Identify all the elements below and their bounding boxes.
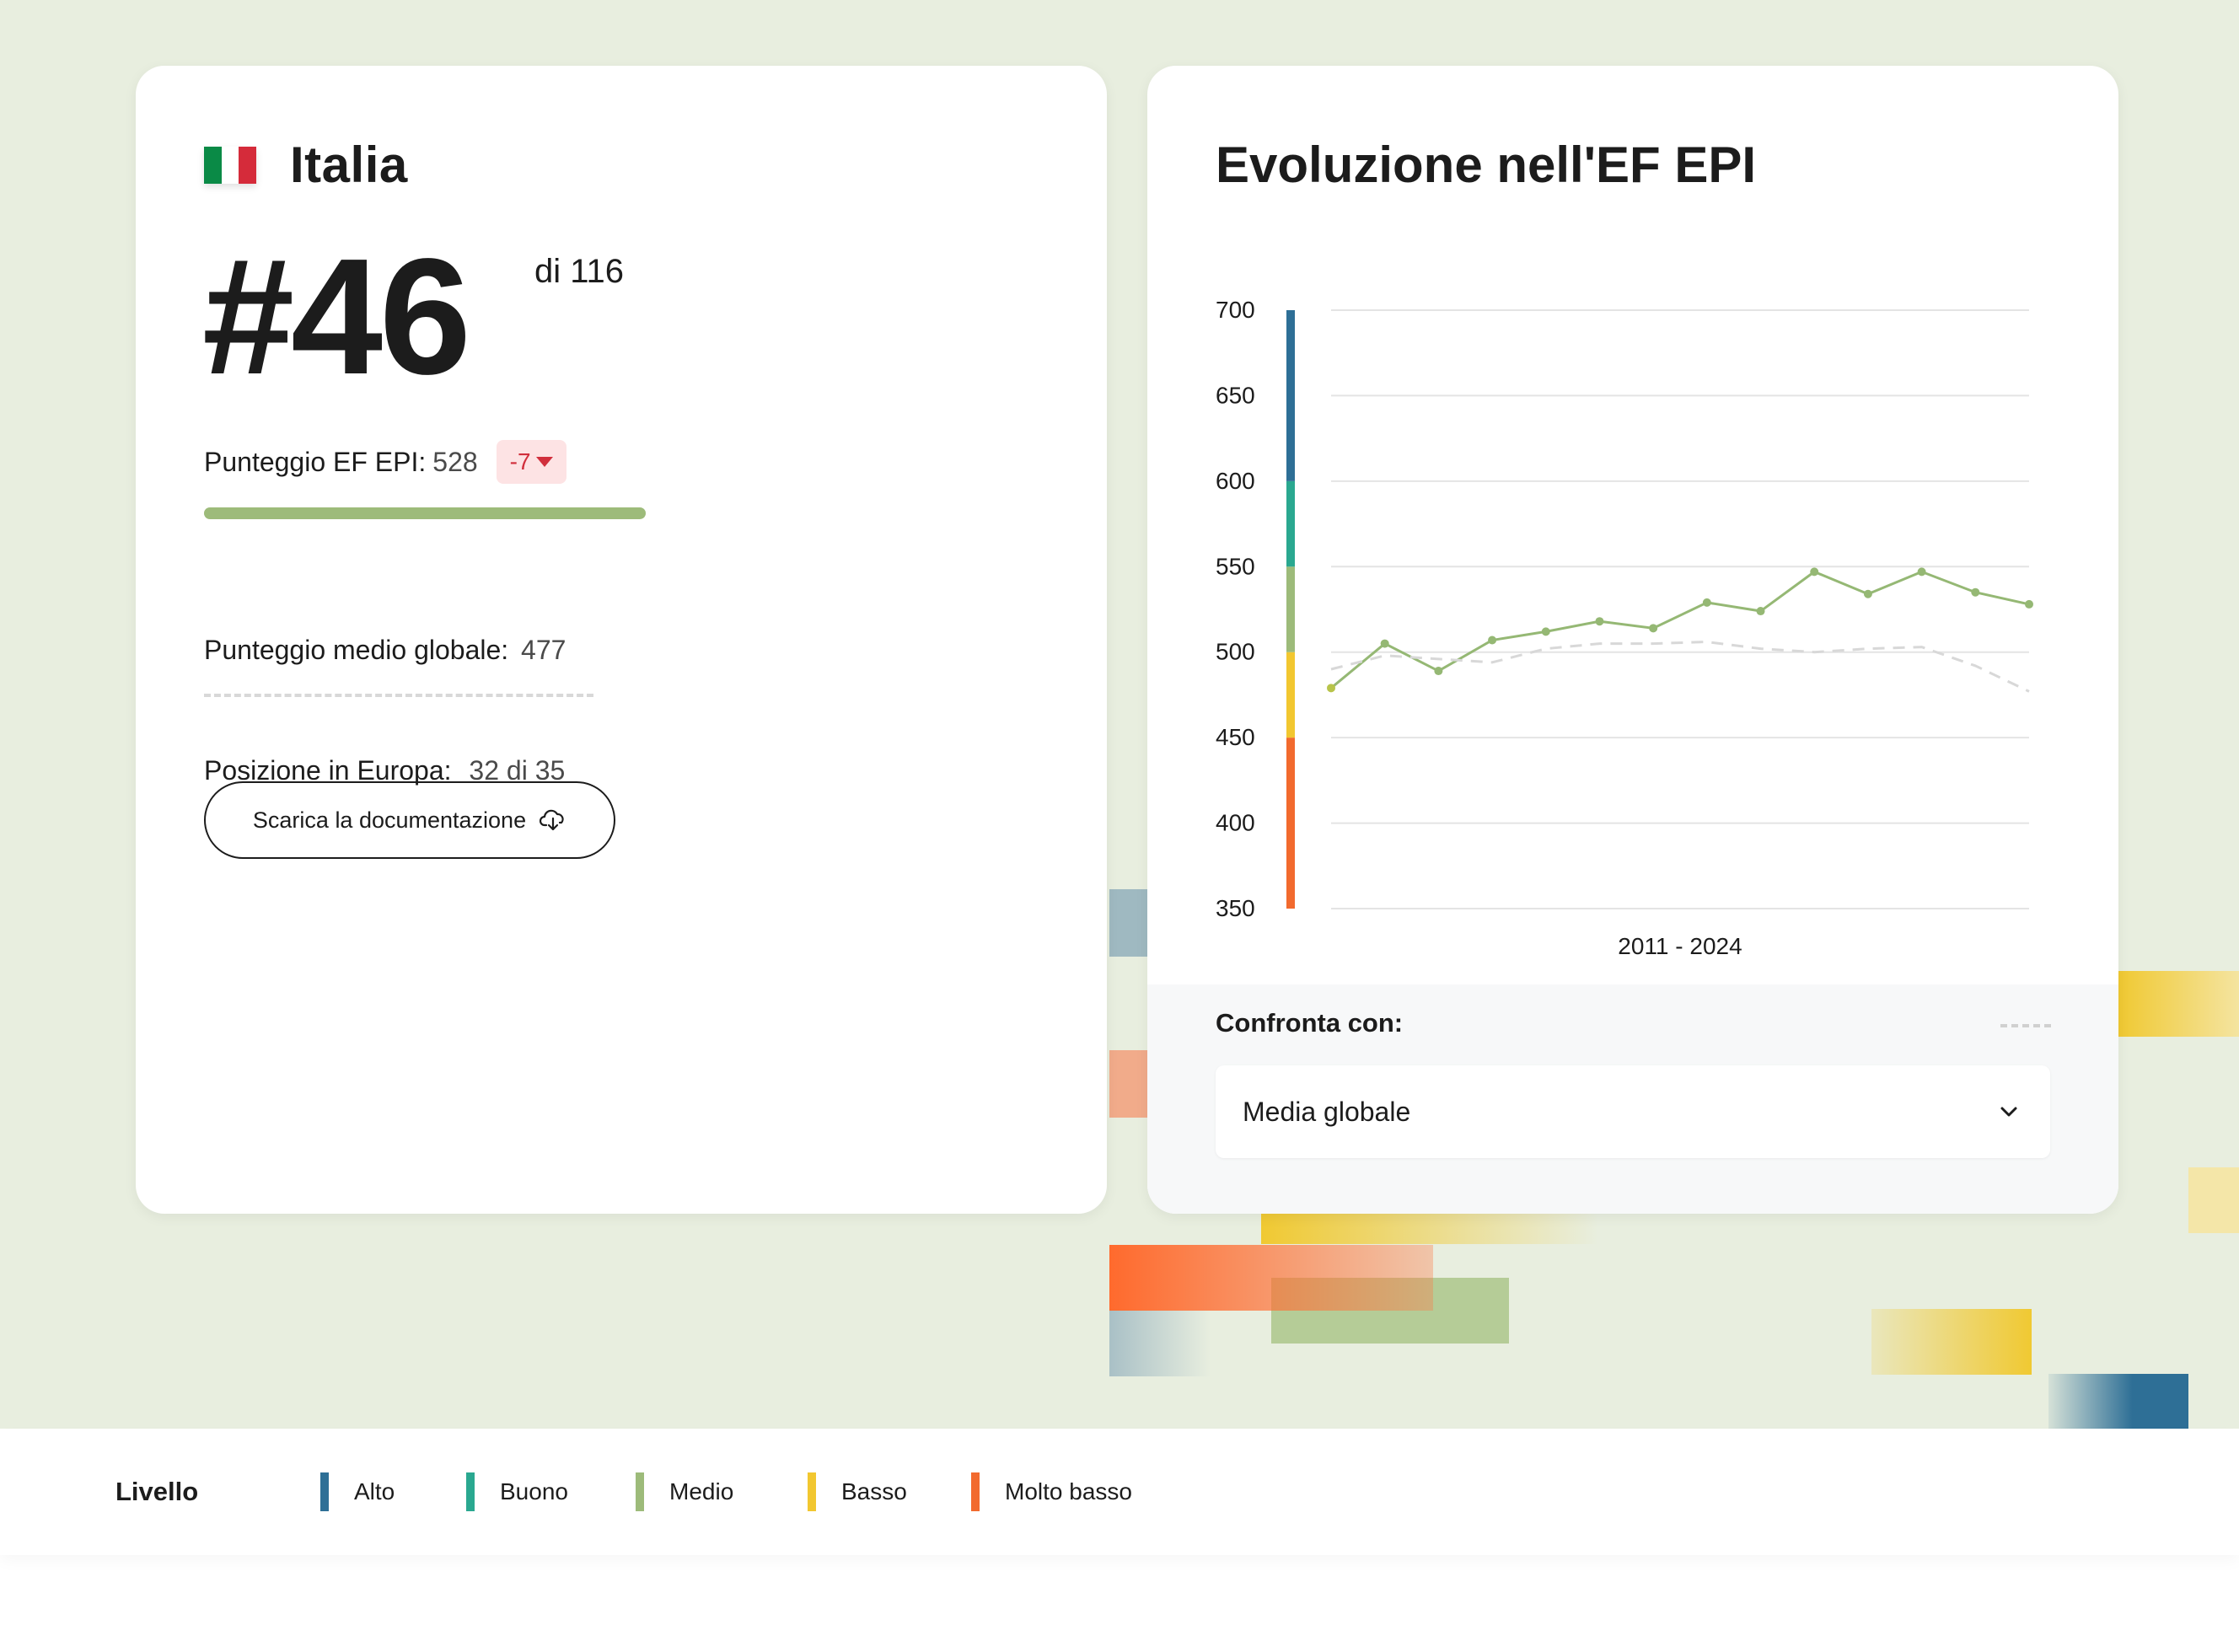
decor-block (1109, 1311, 1211, 1376)
download-button[interactable]: Scarica la documentazione (204, 781, 615, 859)
y-tick-label: 400 (1216, 810, 1255, 836)
compare-panel: Confronta con: Media globale (1147, 984, 2118, 1214)
legend-title: Livello (115, 1477, 199, 1506)
y-tick-label: 350 (1216, 895, 1255, 921)
y-tick-label: 600 (1216, 468, 1255, 494)
country-card: Italia #46 di 116 Punteggio EF EPI: 528 … (136, 66, 1107, 1214)
level-scale-segment (1286, 738, 1295, 909)
data-point (1327, 684, 1335, 693)
legend-label: Molto basso (1005, 1478, 1132, 1504)
y-tick-label: 450 (1216, 724, 1255, 750)
score-delta-value: -7 (509, 448, 531, 475)
data-point (1595, 617, 1604, 626)
epi-line-chart: 700 650 600 550 500 450 400 350 2011 - 2024 (1216, 297, 2033, 959)
level-scale-segment (1286, 652, 1295, 738)
legend-item-alto: Alto (320, 1472, 395, 1511)
rank-total: di 116 (534, 253, 625, 290)
chart-card: Evoluzione nell'EF EPI 700 650 600 550 500 45… (1147, 66, 2118, 1214)
compare-select[interactable]: Media globale (1216, 1065, 2050, 1158)
data-point (2025, 599, 2033, 609)
country-series-line (1330, 570, 2030, 689)
legend-item-basso: Basso (808, 1472, 907, 1511)
legend-swatch (466, 1472, 475, 1511)
y-tick-label: 650 (1216, 382, 1255, 408)
y-tick-label: 550 (1216, 553, 1255, 579)
level-scale-segment (1286, 310, 1295, 481)
decor-block (2118, 971, 2239, 1037)
score-delta-badge: -7 (496, 440, 566, 484)
europe-position-label: Posizione in Europa: (204, 755, 452, 786)
y-tick-label: 500 (1216, 639, 1255, 665)
legend-item-molto-basso: Molto basso (971, 1472, 1132, 1511)
decor-block (1261, 1212, 1598, 1244)
legend-item-medio: Medio (636, 1472, 733, 1511)
data-point (1380, 639, 1389, 648)
flag-stripe-white (221, 146, 239, 184)
global-average-row: Punteggio medio globale: 477 (204, 635, 566, 666)
country-rank: #46 (202, 224, 471, 409)
legend-swatch (320, 1472, 329, 1511)
score-bar (204, 507, 646, 519)
data-point (1917, 567, 1926, 577)
legend-label: Medio (669, 1478, 734, 1504)
score-row: Punteggio EF EPI: 528 -7 (204, 440, 566, 484)
global-average-label: Punteggio medio globale: (204, 635, 509, 665)
data-point (1649, 624, 1658, 633)
decor-block (1109, 889, 1148, 957)
chevron-down-icon (2000, 1107, 2017, 1117)
flag-stripe-green (204, 146, 222, 184)
chart-title: Evoluzione nell'EF EPI (1216, 137, 1757, 193)
data-point (1488, 636, 1497, 645)
score-label: Punteggio EF EPI: (204, 446, 427, 477)
page-background: Italia #46 di 116 Punteggio EF EPI: 528 … (0, 0, 2239, 1429)
legend-swatch (636, 1472, 644, 1511)
legend-swatch (808, 1472, 816, 1511)
decor-block (2048, 1374, 2188, 1429)
decor-block (1871, 1309, 2032, 1375)
legend-item-buono: Buono (466, 1472, 568, 1511)
europe-position-value: 32 di 35 (469, 755, 566, 786)
global-average-series-line (1330, 641, 2030, 693)
legend-swatch (971, 1472, 980, 1511)
level-legend: Livello Alto Buono Medio Basso Molto bas… (0, 1429, 2239, 1555)
decor-block (1109, 1050, 1148, 1118)
x-axis-label: 2011 - 2024 (1618, 933, 1742, 959)
data-point (1863, 589, 1872, 598)
arrow-down-icon (535, 457, 553, 467)
cloud-download-icon (540, 809, 564, 831)
compare-dashed-line-icon (2000, 1024, 2051, 1027)
level-scale-segment (1286, 566, 1295, 652)
y-tick-label: 700 (1216, 297, 1255, 323)
level-scale-segment (1286, 480, 1295, 567)
flag-stripe-red (239, 146, 257, 184)
country-name: Italia (290, 137, 408, 193)
global-average-value: 477 (521, 635, 566, 665)
country-header: Italia (204, 136, 408, 194)
europe-position-row: Posizione in Europa: 32 di 35 (204, 755, 565, 786)
data-point (1756, 607, 1765, 616)
compare-label: Confronta con: (1216, 1008, 1404, 1038)
global-average-dashed-line (204, 694, 593, 697)
data-point (1971, 587, 1980, 597)
legend-label: Alto (354, 1478, 395, 1504)
score-value: 528 (432, 446, 478, 477)
compare-selected-value: Media globale (1243, 1096, 1411, 1127)
data-point (1541, 627, 1550, 636)
data-point (1810, 567, 1819, 577)
decor-block (2188, 1167, 2239, 1233)
data-point (1702, 598, 1711, 607)
data-point (1434, 667, 1443, 676)
legend-label: Buono (500, 1478, 568, 1504)
italy-flag-icon (204, 146, 257, 184)
decor-block (1109, 1245, 1433, 1311)
download-label: Scarica la documentazione (252, 807, 527, 833)
legend-label: Basso (841, 1478, 907, 1504)
